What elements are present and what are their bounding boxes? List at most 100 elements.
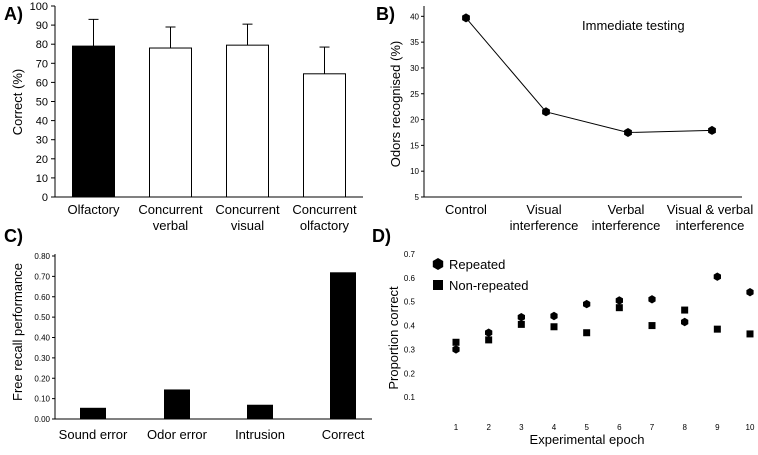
panel-b-ytick-label: 35 [410,38,419,47]
panel-b-ylabel: Odors recognised (%) [388,41,403,167]
panel-d-xlabel: Experimental epoch [530,432,645,447]
panel-d-ylabel: Proportion correct [386,286,401,390]
panel-a-category-label: Concurrent [215,202,280,217]
panel-b-ytick-label: 5 [415,193,420,202]
legend-non-repeated-marker [433,280,443,290]
panel-d-legend: Repeated Non-repeated [432,257,529,293]
panel-c-bar [164,389,190,419]
panel-a-category-label: Concurrent [292,202,357,217]
panel-c-category-label: Intrusion [235,427,285,442]
panel-d-xtick-label: 4 [552,423,557,432]
panel-b-category-label-2: interference [510,218,579,233]
legend-repeated-marker [432,258,444,270]
panel-d-point-repeated [517,313,525,322]
legend-repeated-label: Repeated [449,257,505,272]
panel-d-point-non-repeated [550,323,558,331]
panel-b-point [624,128,632,137]
panel-b-category-label: Visual [526,202,561,217]
panel-c-ylabel: Free recall performance [10,263,25,401]
panel-a-ytick-label: 70 [36,58,48,70]
panel-d-ytick-label: 0.3 [404,345,416,354]
panel-c-bar [80,407,106,419]
panel-d-point-repeated [550,311,558,321]
panel-d-xtick-label: 8 [682,423,687,432]
panel-c-category-label: Odor error [147,427,208,442]
panel-b-point [542,107,550,117]
panel-b: B) Immediate testing Odors recognised (%… [376,4,753,233]
panel-c-label: C) [4,226,23,246]
panel-d-ytick-label: 0.7 [404,250,416,259]
panel-a-ytick-label: 0 [42,192,48,204]
panel-d-xtick-label: 6 [617,423,622,432]
panel-d-point-repeated [583,299,591,309]
panel-d-point-non-repeated [485,336,493,344]
panel-c-ytick-label: 0.30 [34,354,50,363]
panel-d-ytick-label: 0.1 [404,393,416,402]
panel-c-ytick-label: 0.50 [34,313,50,322]
panel-d-point-repeated [648,295,656,304]
panel-d-point-repeated [615,296,623,305]
panel-d-xtick-label: 3 [519,423,524,432]
panel-d-point-non-repeated [517,320,525,328]
panel-d-point-non-repeated [681,306,689,314]
panel-d-ytick-label: 0.5 [404,298,416,307]
panel-b-label: B) [376,4,395,24]
panel-a-ytick-label: 90 [36,20,48,32]
panel-d-point-repeated [452,345,460,354]
panel-b-ytick-label: 10 [410,167,419,176]
panel-d-xtick-label: 7 [650,423,655,432]
panel-a-ytick-label: 30 [36,135,48,147]
panel-c-category-label: Sound error [59,427,128,442]
panel-c-category-label: Correct [322,427,365,442]
panel-d-point-repeated [681,317,689,327]
panel-a-category-label: Concurrent [138,202,203,217]
panel-a-label: A) [4,4,23,24]
panel-d-xtick-label: 5 [584,423,589,432]
panel-b-point [708,125,716,135]
panel-a-category-label-2: visual [231,218,264,233]
legend-non-repeated-label: Non-repeated [449,278,529,293]
panel-b-category-label-2: interference [676,218,745,233]
panel-d-point-non-repeated [452,338,460,346]
panel-b-ytick-label: 15 [410,141,419,150]
panel-d-xtick-label: 10 [746,423,755,432]
panel-b-ytick-label: 25 [410,90,419,99]
panel-a-bar [226,44,269,198]
panel-a-ytick-label: 60 [36,77,48,89]
panel-c-ytick-label: 0.40 [34,334,50,343]
panel-a-bar [303,73,346,198]
panel-d-ytick-label: 0.4 [404,322,416,331]
panel-c-bar [330,272,356,419]
panel-c: C) Free recall performance 0.00 0.10 0.20 0… [4,226,372,442]
panel-a: A) Correct (%) 0 10 20 30 40 50 60 70 80 90 100 Ol… [4,1,363,233]
panel-a-bar [72,45,115,198]
panel-c-ytick-label: 0.80 [34,252,50,261]
panel-b-ytick-label: 40 [410,12,419,21]
panel-a-category-label-2: verbal [153,218,189,233]
panel-d-ytick-label: 0.2 [404,369,416,378]
panel-a-ytick-label: 10 [36,173,48,185]
panel-c-ytick-label: 0.00 [34,415,50,424]
panel-d-point-non-repeated [746,330,754,338]
panel-d-point-repeated [713,272,721,281]
panel-d-ytick-label: 0.6 [404,274,416,283]
panel-a-ytick-label: 50 [36,97,48,109]
panel-b-category-label: Control [445,202,487,217]
panel-d-xtick-label: 1 [454,423,459,432]
panel-d-point-non-repeated [713,325,721,333]
panel-d-point-repeated [746,288,754,297]
panel-b-series-line [465,17,713,134]
panel-d-point-non-repeated [583,329,591,337]
panel-b-category-label: Verbal [608,202,645,217]
panel-d-label: D) [372,226,391,246]
panel-a-ytick-label: 80 [36,39,48,51]
panel-a-bar [149,47,192,198]
panel-b-ytick-label: 20 [410,116,419,125]
panel-b-point [462,13,470,23]
panel-c-ytick-label: 0.20 [34,374,50,383]
panel-a-ytick-label: 40 [36,116,48,128]
panel-c-ytick-label: 0.60 [34,293,50,302]
panel-a-category-label-2: olfactory [300,218,350,233]
panel-d: D) Proportion correct Experimental epoch… [372,226,755,447]
panel-d-point-non-repeated [615,304,623,312]
